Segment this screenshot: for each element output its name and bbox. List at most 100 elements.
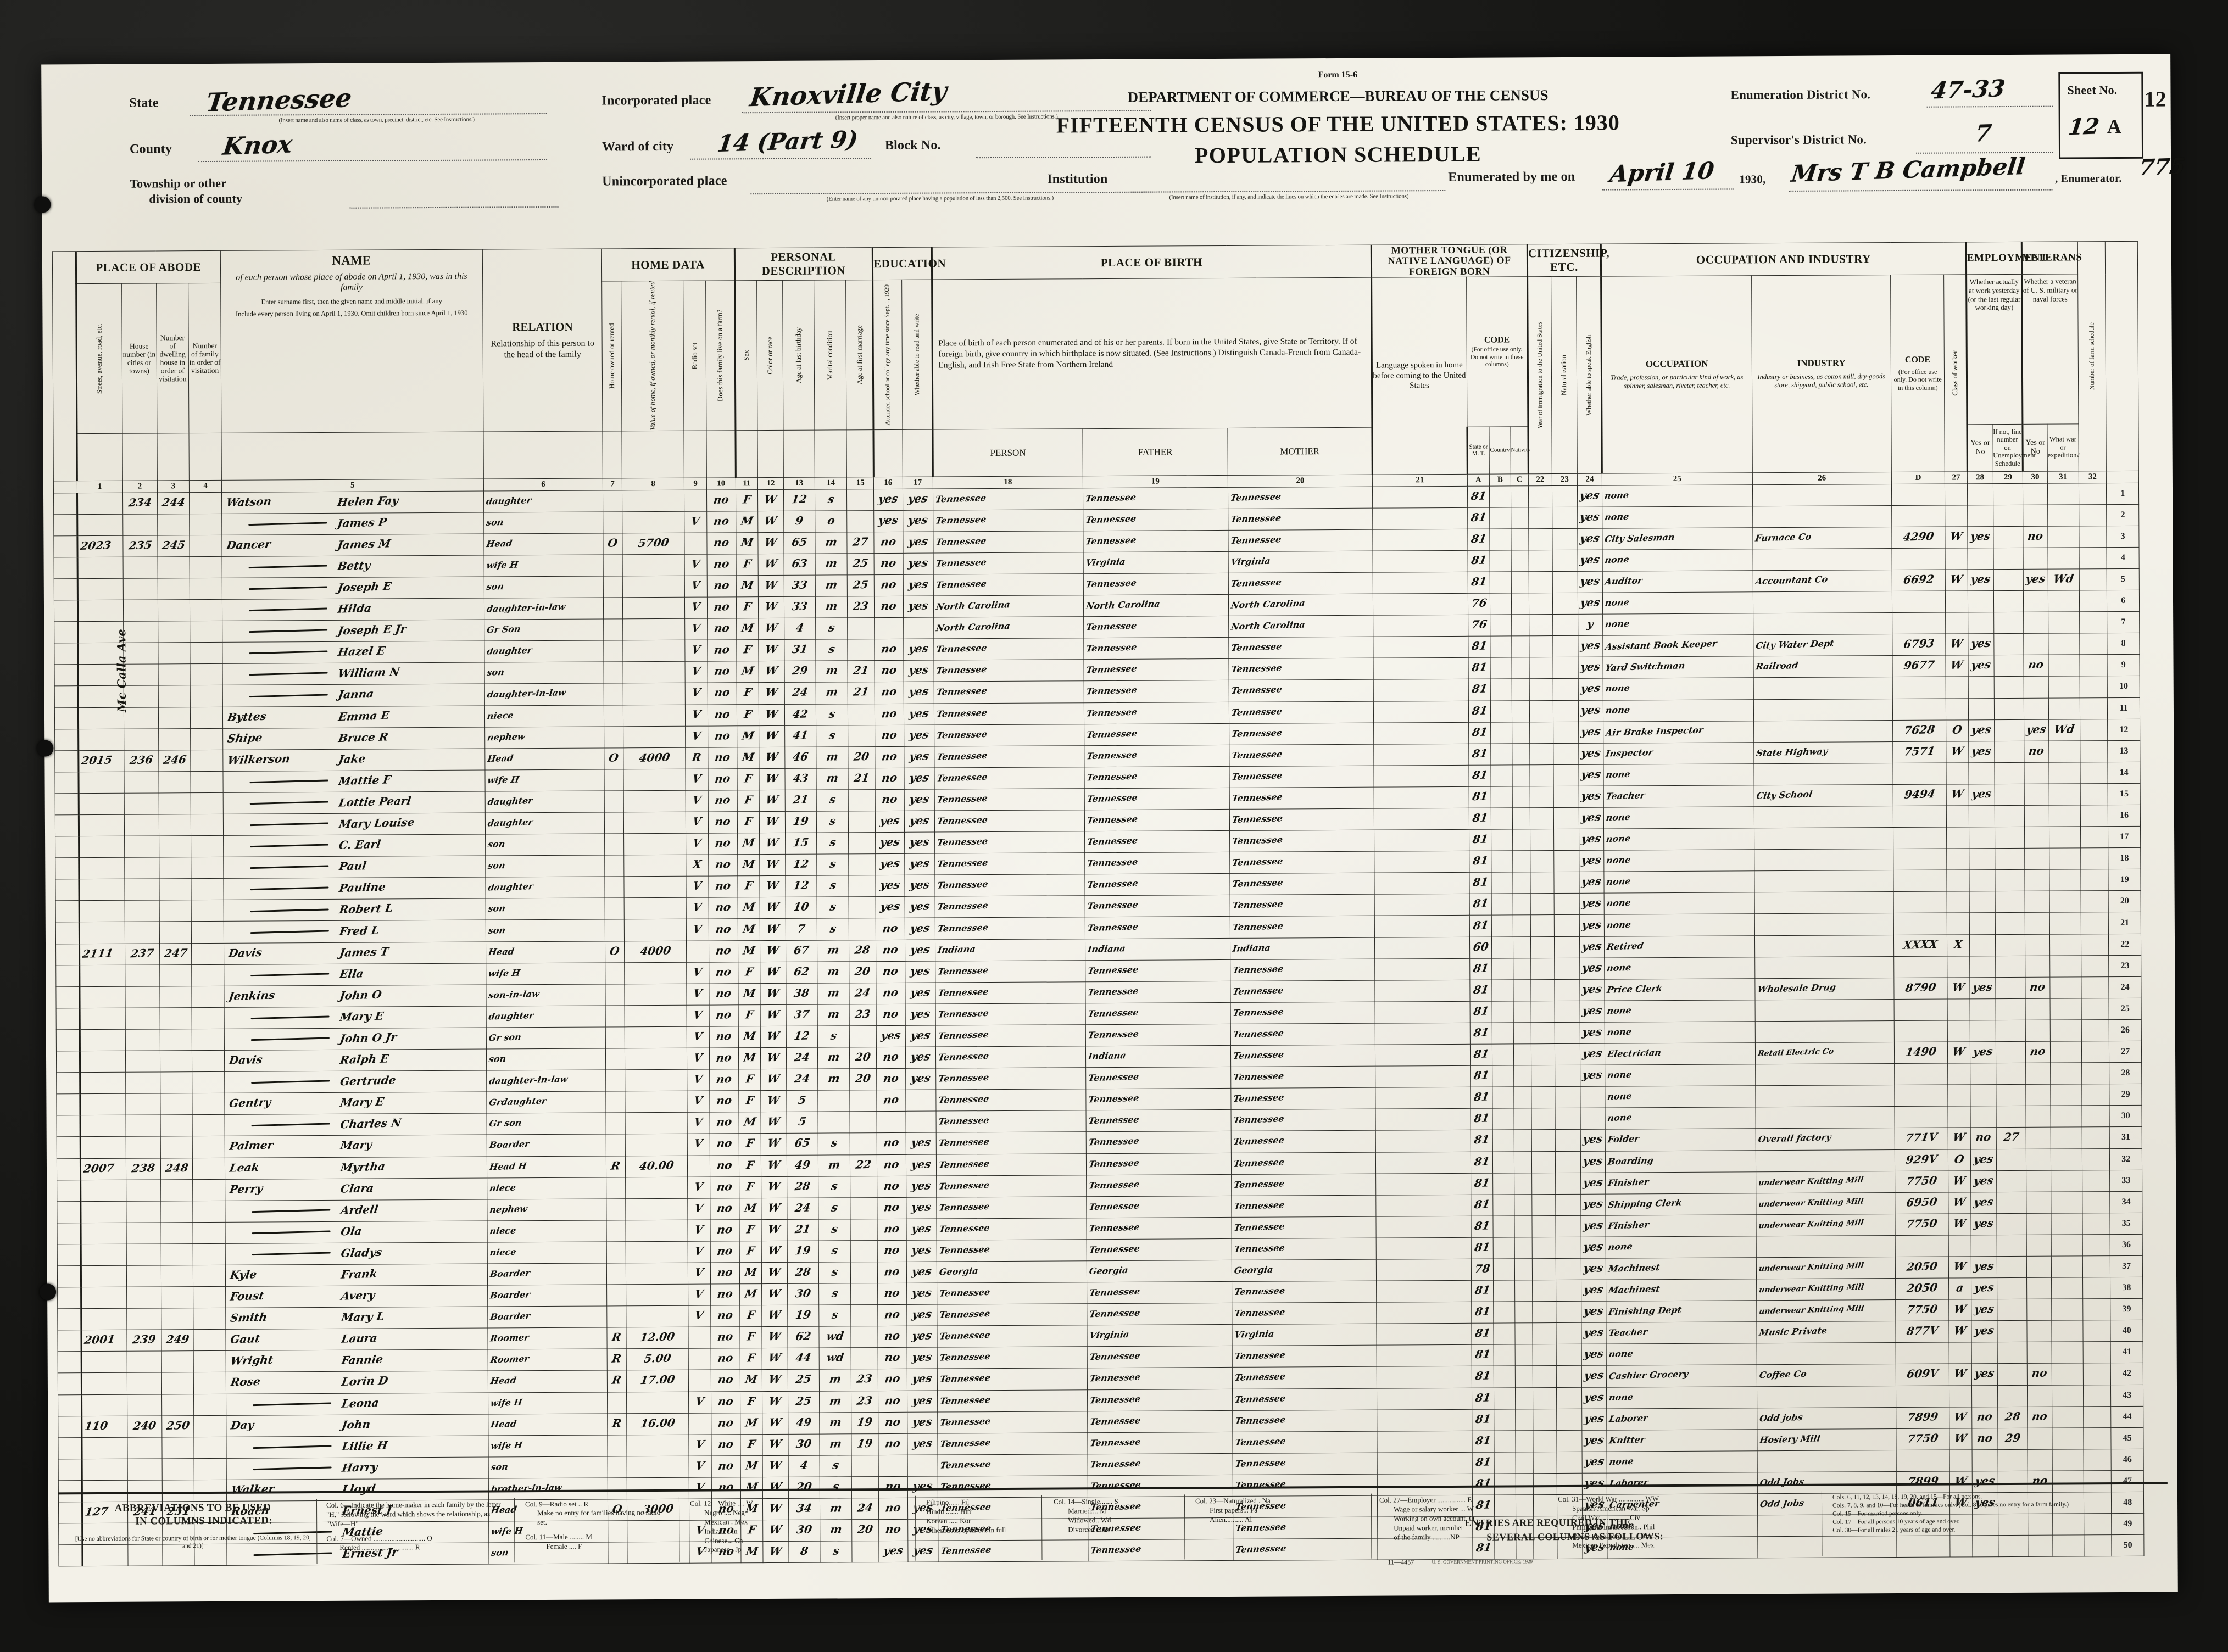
mar-text: m: [825, 749, 839, 763]
cell-farm: no: [710, 1305, 740, 1327]
cell-yr: [1529, 657, 1553, 679]
sex-text: F: [745, 1093, 755, 1107]
cell-occ: none: [1604, 957, 1755, 979]
mpob-text: Tennessee: [1229, 534, 1282, 546]
cell-farms: [2083, 1449, 2112, 1471]
unl-text: 28: [2003, 1409, 2021, 1424]
cell-race: W: [758, 575, 784, 597]
cell-rel: Gr Son: [484, 619, 604, 641]
footer-item: Japanese.. Jp: [704, 1545, 742, 1554]
cell-val: [624, 897, 687, 920]
cell-pob: Tennessee: [933, 638, 1084, 661]
cell-rel: son: [485, 834, 605, 856]
col-14-spacer: [814, 429, 847, 477]
rel-text: niece: [486, 710, 514, 721]
cell-race: W: [757, 489, 784, 511]
street-text: 2007: [82, 1160, 115, 1175]
surname-text: Shipe: [226, 730, 264, 745]
cell-agem: 22: [850, 1154, 877, 1176]
cell-ind: Wholesale Drug: [1754, 978, 1895, 1000]
row-line-number: 17: [55, 836, 79, 858]
cell-sex: F: [737, 811, 760, 833]
cell-a: 81: [1471, 1366, 1494, 1388]
occ-text: Machinest: [1607, 1283, 1661, 1296]
cell-code: [1891, 483, 1945, 506]
given-name-text: James P: [336, 515, 388, 530]
cell-pob: Tennessee: [937, 1432, 1088, 1455]
cell-fam: [191, 792, 224, 814]
cell-right-margin: 25: [2109, 998, 2142, 1020]
cell-vet: [2027, 1320, 2052, 1342]
cell-right-margin: 40: [2110, 1320, 2143, 1342]
cell-sch: yes: [875, 853, 905, 875]
cell-age: 29: [784, 661, 816, 683]
mpob-text: Tennessee: [1230, 662, 1283, 675]
cell-street: [80, 1136, 126, 1159]
cell-val: [624, 919, 687, 941]
fpob-text: Tennessee: [1088, 1200, 1141, 1213]
cell-dwell: [159, 878, 192, 901]
pob-text: Tennessee: [939, 1394, 992, 1407]
mar-text: m: [826, 1007, 840, 1021]
col-15-spacer: [846, 429, 874, 477]
sch-text: no: [880, 577, 898, 591]
required-columns-list: Cols. 6, 11, 12, 13, 14, 18, 19, 20, and…: [1832, 1492, 2162, 1535]
age-text: 10: [792, 900, 810, 914]
pob-text: Tennessee: [936, 900, 989, 913]
cell-vet: [2026, 1191, 2051, 1214]
cls-text: W: [1950, 787, 1965, 801]
cell-eng: yes: [1578, 593, 1603, 615]
code-text: 1490: [1904, 1045, 1937, 1059]
cell-farm: no: [711, 1348, 740, 1370]
cell-unl: [1996, 1235, 2027, 1257]
cell-val: [623, 769, 686, 791]
cell-a: 81: [1471, 1173, 1493, 1195]
house-text: 240: [132, 1418, 157, 1433]
given-name-text: C. Earl: [338, 837, 382, 852]
cell-a: 81: [1470, 1044, 1492, 1066]
cell-rw: yes: [904, 853, 935, 875]
cell-race: W: [762, 1369, 788, 1392]
cell-mar: s: [816, 811, 849, 833]
cell-street: [78, 728, 124, 751]
cell-radio: V: [686, 812, 709, 834]
cell-yr: [1533, 1409, 1557, 1431]
fpob-text: Tennessee: [1085, 641, 1138, 654]
house-text: 238: [130, 1160, 156, 1175]
cell-right-margin: 30: [2109, 1105, 2142, 1128]
farm-text: no: [716, 1351, 734, 1365]
a-text: 81: [1472, 1068, 1490, 1082]
ditto-dash: [250, 1080, 330, 1084]
ind-text: underwear Knitting Mill: [1758, 1304, 1864, 1316]
farm-text: no: [716, 1158, 733, 1172]
mpob-text: Tennessee: [1232, 1070, 1285, 1083]
cell-c: [1513, 979, 1531, 1001]
mar-text: s: [828, 857, 837, 871]
cell-fam: [190, 599, 222, 621]
cell-c: [1511, 485, 1529, 507]
cell-farms: [2082, 1234, 2110, 1256]
sex-text: F: [743, 771, 753, 785]
cell-rw: yes: [904, 703, 934, 725]
cell-eng: yes: [1581, 1322, 1607, 1344]
cell-yr: [1530, 850, 1554, 873]
cell-rel: Head: [488, 1413, 608, 1436]
cell-farms: [2081, 1062, 2110, 1085]
cell-unl: [1993, 655, 2024, 677]
cell-cls: [1945, 590, 1968, 613]
occupation-title: OCCUPATION: [1645, 358, 1708, 370]
col23-naturalization-list: Col. 23—Naturalized . Na First papers... …: [1195, 1496, 1322, 1525]
pob-text: Indiana: [937, 943, 976, 956]
age-text: 63: [790, 556, 809, 571]
cell-fam: [192, 1029, 225, 1051]
cell-right-margin: 7: [2107, 611, 2140, 633]
cell-code: [1896, 1449, 1950, 1472]
cell-surname: Gladys: [225, 1242, 487, 1265]
pob-text: Tennessee: [939, 1372, 991, 1385]
cell-cls: [1949, 1342, 1972, 1364]
cell-agem: [849, 1025, 877, 1047]
mpob-text: Tennessee: [1232, 898, 1284, 911]
cell-agem: 23: [847, 596, 875, 618]
cell-dwell: 245: [157, 535, 190, 557]
cell-sch: yes: [876, 896, 905, 919]
